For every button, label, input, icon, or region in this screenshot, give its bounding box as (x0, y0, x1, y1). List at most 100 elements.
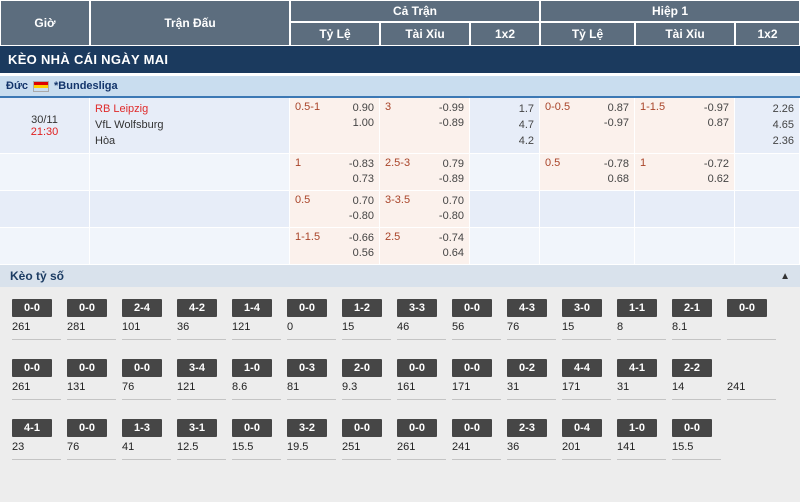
score-cell[interactable]: 0-0 281 (67, 299, 116, 340)
score-cell[interactable]: 0-0 171 (452, 359, 501, 400)
score-badge[interactable]: 4-4 (562, 359, 602, 377)
score-badge[interactable]: 0-0 (672, 419, 712, 437)
odds-value[interactable]: -0.89 (438, 173, 464, 185)
odds-value[interactable]: 4.65 (772, 119, 794, 131)
score-badge[interactable]: 2-2 (672, 359, 712, 377)
score-cell[interactable]: 3-3 46 (397, 299, 446, 340)
score-cell[interactable]: 2-2 14 (672, 359, 721, 400)
score-cell[interactable]: 0-4 201 (562, 419, 611, 460)
score-cell[interactable]: 4-1 23 (12, 419, 61, 460)
h1-handicap-odds[interactable]: 0-0.5 0.87 -0.97 (540, 98, 635, 153)
score-badge[interactable]: 1-0 (617, 419, 657, 437)
score-cell[interactable]: 0-0 261 (12, 299, 61, 340)
odds-value[interactable]: 1.7 (518, 103, 534, 115)
score-badge[interactable]: 4-1 (12, 419, 52, 437)
odds-value[interactable]: 0.73 (352, 173, 374, 185)
odds-value[interactable]: -0.89 (438, 117, 464, 129)
ft-overunder-odds[interactable]: 2.5 -0.74 0.64 (380, 228, 470, 264)
score-cell[interactable]: 4-2 36 (177, 299, 226, 340)
odds-value[interactable]: 4.7 (518, 119, 534, 131)
score-cell[interactable]: 0-0 251 (342, 419, 391, 460)
ft-handicap-odds[interactable]: 1-1.5 -0.66 0.56 (290, 228, 380, 264)
score-cell[interactable]: 1-0 141 (617, 419, 666, 460)
score-cell[interactable]: 0-0 241 (452, 419, 501, 460)
score-section-bar[interactable]: Kèo tỷ số ▲ (0, 265, 800, 287)
score-cell[interactable]: 4-3 76 (507, 299, 556, 340)
score-badge[interactable]: 0-0 (397, 359, 437, 377)
score-cell[interactable]: 0-0 56 (452, 299, 501, 340)
score-badge[interactable]: 0-3 (287, 359, 327, 377)
odds-value[interactable]: 0.70 (442, 195, 464, 207)
score-badge[interactable]: 0-0 (12, 299, 52, 317)
score-cell[interactable]: 2-0 9.3 (342, 359, 391, 400)
score-cell[interactable]: 1-4 121 (232, 299, 281, 340)
score-cell[interactable]: 3-4 121 (177, 359, 226, 400)
score-badge[interactable]: 3-4 (177, 359, 217, 377)
odds-value[interactable]: 0.87 (707, 117, 729, 129)
odds-value[interactable]: -0.80 (348, 210, 374, 222)
score-cell[interactable]: 2-4 101 (122, 299, 171, 340)
h1-overunder-odds[interactable]: 1 -0.72 0.62 (635, 154, 735, 190)
score-cell[interactable]: 0-2 31 (507, 359, 556, 400)
score-badge[interactable]: 3-2 (287, 419, 327, 437)
score-cell[interactable]: 0-0 261 (12, 359, 61, 400)
odds-value[interactable]: -0.74 (438, 232, 464, 244)
score-cell[interactable]: 3-1 12.5 (177, 419, 226, 460)
score-badge[interactable]: 2-3 (507, 419, 547, 437)
odds-value[interactable]: 0.87 (607, 102, 629, 114)
ft-handicap-odds[interactable]: 0.5 0.70 -0.80 (290, 191, 380, 227)
score-badge[interactable]: 2-4 (122, 299, 162, 317)
ft-handicap-odds[interactable]: 1 -0.83 0.73 (290, 154, 380, 190)
score-badge[interactable]: 0-0 (452, 299, 492, 317)
score-cell[interactable]: 4-4 171 (562, 359, 611, 400)
score-cell[interactable]: 0-3 81 (287, 359, 336, 400)
odds-value[interactable]: -0.99 (438, 102, 464, 114)
score-badge[interactable]: 0-0 (452, 359, 492, 377)
score-cell[interactable]: 1-1 8 (617, 299, 666, 340)
score-badge[interactable]: 0-0 (287, 299, 327, 317)
score-badge[interactable]: 1-4 (232, 299, 272, 317)
h1-overunder-odds[interactable]: 1-1.5 -0.97 0.87 (635, 98, 735, 153)
odds-value[interactable]: 0.68 (607, 173, 629, 185)
score-cell[interactable]: 0-0 76 (122, 359, 171, 400)
score-cell[interactable]: 0-0 131 (67, 359, 116, 400)
score-cell[interactable]: 241 (727, 359, 776, 400)
score-cell[interactable]: 0-0 161 (397, 359, 446, 400)
odds-value[interactable]: 1.00 (352, 117, 374, 129)
score-badge[interactable]: 1-2 (342, 299, 382, 317)
odds-value[interactable]: -0.72 (703, 158, 729, 170)
odds-value[interactable]: 2.36 (772, 135, 794, 147)
odds-value[interactable]: 0.62 (707, 173, 729, 185)
score-badge[interactable]: 2-0 (342, 359, 382, 377)
ft-handicap-odds[interactable]: 0.5-1 0.90 1.00 (290, 98, 380, 153)
score-cell[interactable]: 0-0 0 (287, 299, 336, 340)
score-badge[interactable]: 1-0 (232, 359, 272, 377)
score-badge[interactable]: 0-4 (562, 419, 602, 437)
score-badge[interactable]: 0-0 (67, 359, 107, 377)
score-badge[interactable]: 1-1 (617, 299, 657, 317)
score-badge[interactable]: 3-3 (397, 299, 437, 317)
score-cell[interactable]: 4-1 31 (617, 359, 666, 400)
score-cell[interactable]: 3-2 19.5 (287, 419, 336, 460)
ft-1x2-odds[interactable]: 1.7 4.7 4.2 (470, 98, 540, 153)
score-badge[interactable]: 0-2 (507, 359, 547, 377)
odds-value[interactable]: -0.78 (603, 158, 629, 170)
odds-value[interactable]: 0.70 (352, 195, 374, 207)
score-cell[interactable]: 3-0 15 (562, 299, 611, 340)
odds-value[interactable]: -0.66 (348, 232, 374, 244)
odds-value[interactable]: -0.97 (603, 117, 629, 129)
away-team-link[interactable]: VfL Wolfsburg (95, 119, 164, 131)
score-badge[interactable]: 0-0 (232, 419, 272, 437)
odds-value[interactable]: -0.97 (703, 102, 729, 114)
ft-overunder-odds[interactable]: 3 -0.99 -0.89 (380, 98, 470, 153)
score-cell[interactable]: 0-0 15.5 (672, 419, 721, 460)
odds-value[interactable]: 2.26 (772, 103, 794, 115)
score-badge[interactable]: 3-1 (177, 419, 217, 437)
score-cell[interactable]: 0-0 (727, 299, 776, 340)
score-badge[interactable]: 0-0 (342, 419, 382, 437)
ft-overunder-odds[interactable]: 3-3.5 0.70 -0.80 (380, 191, 470, 227)
h1-handicap-odds[interactable]: 0.5 -0.78 0.68 (540, 154, 635, 190)
score-badge[interactable]: 4-1 (617, 359, 657, 377)
score-badge[interactable]: 4-3 (507, 299, 547, 317)
odds-value[interactable]: 0.79 (442, 158, 464, 170)
